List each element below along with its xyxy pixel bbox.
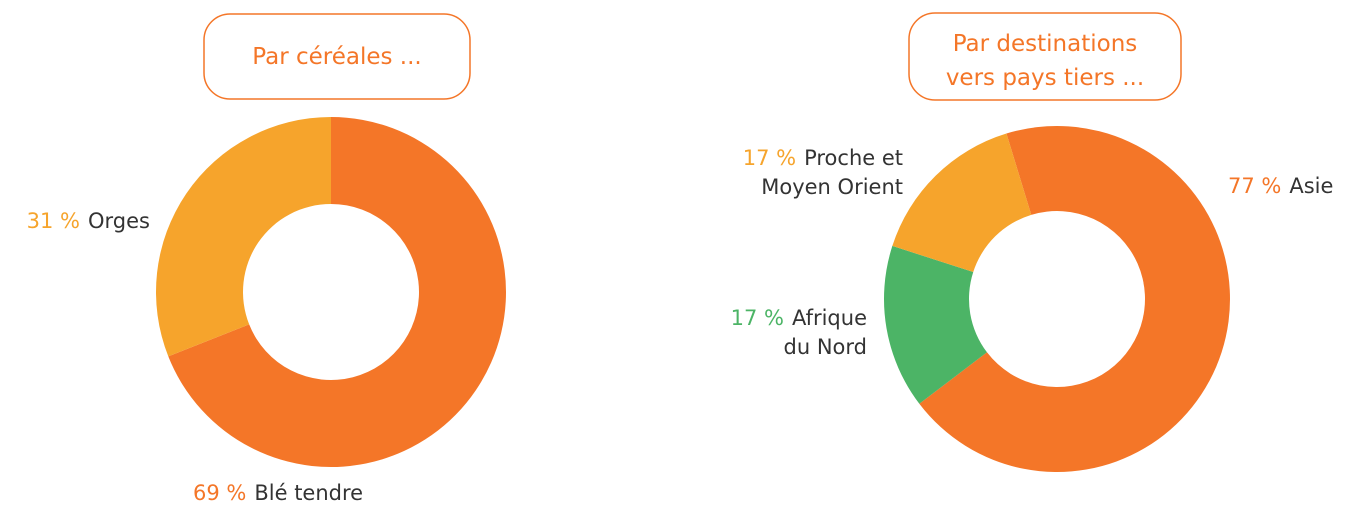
category-label: Asie bbox=[1289, 174, 1333, 198]
value-label: 69 % bbox=[193, 481, 246, 505]
category-label: Afrique du Nord bbox=[784, 306, 867, 359]
value-label: 31 % bbox=[27, 209, 80, 233]
donut-slice bbox=[892, 133, 1032, 273]
donut-slice bbox=[883, 245, 987, 404]
title-box bbox=[203, 13, 471, 100]
donut-slice bbox=[156, 117, 331, 357]
chart-title: Par céréales ... bbox=[252, 44, 421, 70]
donut-slice bbox=[919, 126, 1230, 472]
donut-slice bbox=[168, 117, 506, 467]
value-label: 17 % bbox=[743, 146, 796, 170]
chart-title: Par destinations vers pays tiers ... bbox=[946, 31, 1144, 91]
category-label: Proche et Moyen Orient bbox=[761, 146, 903, 199]
title-box bbox=[908, 12, 1182, 101]
value-label: 17 % bbox=[731, 306, 784, 330]
category-label: Blé tendre bbox=[254, 481, 363, 505]
value-label: 77 % bbox=[1228, 174, 1281, 198]
category-label: Orges bbox=[88, 209, 150, 233]
